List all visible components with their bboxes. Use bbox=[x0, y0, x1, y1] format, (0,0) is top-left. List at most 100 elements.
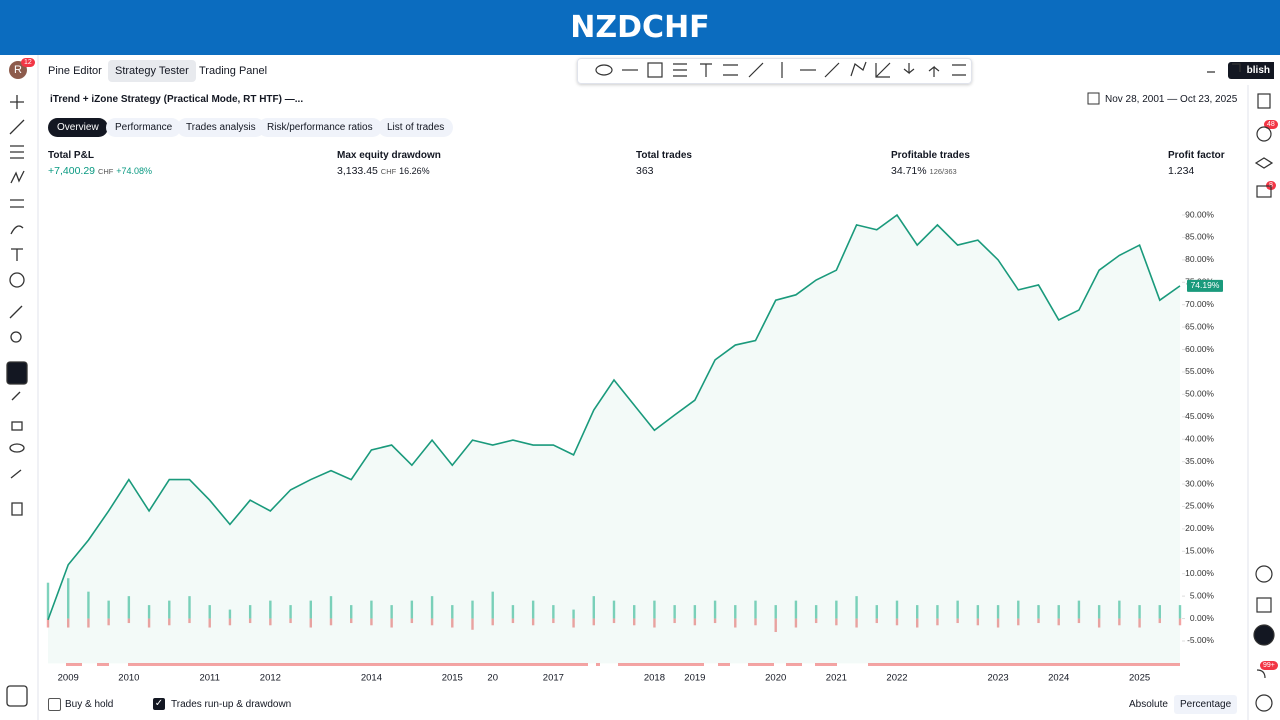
drawdown-bar bbox=[653, 618, 656, 628]
title: NZDCHF bbox=[570, 10, 710, 45]
drawdown-bar bbox=[329, 618, 333, 626]
toggle-active[interactable]: Percentage bbox=[1174, 695, 1238, 714]
x-tick-label: 2019 bbox=[684, 673, 705, 684]
run-up-bar bbox=[491, 591, 494, 619]
checkbox-label[interactable]: Buy & hold bbox=[65, 699, 114, 710]
run-up-bar bbox=[107, 600, 110, 619]
run-up-bar bbox=[734, 605, 737, 619]
strategy-name[interactable]: iTrend + iZone Strategy (Practical Mode,… bbox=[50, 94, 304, 105]
metric-value: 34.71% 126/363 bbox=[891, 165, 957, 177]
run-up-bar bbox=[350, 605, 353, 619]
run-up-bar bbox=[916, 605, 919, 619]
y-tick-label: 85.00% bbox=[1185, 232, 1214, 242]
sub-tab[interactable]: List of trades bbox=[378, 118, 454, 137]
y-tick-label: 25.00% bbox=[1185, 501, 1214, 511]
drawdown-bar bbox=[693, 618, 697, 626]
x-tick-label: 2017 bbox=[543, 673, 564, 684]
sub-tab[interactable]: Risk/performance ratios bbox=[258, 118, 382, 137]
x-tick-label: 20 bbox=[487, 673, 498, 684]
run-up-bar bbox=[531, 600, 535, 619]
run-up-bar bbox=[208, 605, 211, 619]
metric-label: Profitable trades bbox=[891, 150, 970, 161]
y-tick-label: 45.00% bbox=[1185, 411, 1214, 421]
checkbox-checked[interactable]: ✓ bbox=[153, 698, 165, 710]
equity-line bbox=[47, 213, 1181, 621]
run-up-bar bbox=[895, 600, 899, 619]
checkbox-label[interactable]: Trades run-up & drawdown bbox=[171, 699, 292, 710]
drawdown-bar bbox=[208, 618, 211, 628]
y-tick-label: 40.00% bbox=[1185, 433, 1214, 443]
run-up-bar bbox=[1158, 605, 1161, 619]
run-up-bar bbox=[794, 600, 798, 619]
trade-strip bbox=[66, 663, 1180, 666]
y-tick-label: 90.00% bbox=[1185, 209, 1214, 219]
run-up-bar bbox=[592, 596, 595, 619]
run-up-bar bbox=[1118, 600, 1121, 619]
drawdown-bar bbox=[127, 618, 131, 624]
drawdown-bar bbox=[1037, 618, 1040, 624]
y-tick-label: 35.00% bbox=[1185, 456, 1214, 466]
run-up-bar bbox=[814, 605, 818, 619]
drawdown-bar bbox=[370, 618, 373, 626]
drawdown-bar bbox=[996, 618, 1000, 628]
drawdown-bar bbox=[228, 618, 232, 626]
metric-label: Total trades bbox=[636, 150, 692, 161]
run-up-bar bbox=[673, 605, 676, 619]
drawdown-bar bbox=[410, 618, 414, 624]
drawdown-bar bbox=[390, 618, 393, 628]
drawdown-bar bbox=[188, 618, 191, 624]
tab[interactable]: Trading Panel bbox=[199, 65, 268, 77]
drawdown-bar bbox=[1017, 618, 1020, 626]
drawdown-bar bbox=[572, 618, 575, 628]
drawdown-bar bbox=[67, 618, 70, 628]
drawdown-bar bbox=[1057, 618, 1060, 626]
drawdown-bar bbox=[633, 618, 636, 626]
run-up-bar bbox=[1178, 605, 1182, 619]
run-up-bar bbox=[754, 600, 757, 619]
y-tick-label: 0.00% bbox=[1190, 613, 1215, 623]
current-value-tag bbox=[1187, 279, 1223, 292]
drawdown-bar bbox=[1118, 618, 1121, 626]
toggle[interactable]: Absolute bbox=[1129, 699, 1168, 710]
run-up-bar bbox=[835, 600, 838, 619]
equity-area bbox=[48, 215, 1180, 664]
run-up-bar bbox=[46, 582, 50, 619]
run-up-bar bbox=[1138, 605, 1141, 619]
date-range[interactable]: Nov 28, 2001 — Oct 23, 2025 bbox=[1105, 94, 1238, 105]
run-up-bar bbox=[572, 609, 575, 619]
checkbox[interactable] bbox=[48, 698, 61, 711]
drawdown-bar bbox=[976, 618, 980, 626]
unit: CHF bbox=[97, 167, 114, 176]
drawing-toolbar bbox=[577, 58, 972, 84]
tab[interactable]: Strategy Tester bbox=[108, 60, 196, 82]
drawdown-bar bbox=[936, 618, 939, 626]
drawdown-bar bbox=[734, 618, 737, 628]
run-up-bar bbox=[410, 600, 414, 619]
sub-tab[interactable]: Trades analysis bbox=[177, 118, 265, 137]
drawdown-bar bbox=[612, 618, 616, 624]
run-up-bar bbox=[713, 600, 717, 619]
tab[interactable]: Pine Editor bbox=[48, 65, 102, 77]
value: 3,133.45 bbox=[337, 165, 378, 177]
run-up-bar bbox=[127, 596, 131, 619]
value: 34.71% bbox=[891, 165, 927, 177]
drawdown-bar bbox=[309, 618, 312, 628]
x-tick-label: 2011 bbox=[199, 673, 219, 684]
sub-tab[interactable]: Performance bbox=[106, 118, 182, 137]
drawdown-bar bbox=[491, 618, 494, 626]
x-tick-label: 2020 bbox=[765, 673, 786, 684]
sub-tab[interactable]: Overview bbox=[48, 118, 108, 137]
run-up-bar bbox=[67, 578, 70, 619]
x-tick-label: 2012 bbox=[260, 673, 281, 684]
drawdown-bar bbox=[1097, 618, 1101, 628]
percent: 16.26% bbox=[399, 166, 430, 176]
run-up-bar bbox=[1077, 600, 1081, 619]
drawdown-bar bbox=[916, 618, 919, 628]
x-tick-label: 2015 bbox=[442, 673, 463, 684]
run-up-bar bbox=[471, 600, 474, 619]
run-up-bar bbox=[511, 605, 515, 619]
run-up-bar bbox=[855, 596, 858, 619]
run-up-bar bbox=[552, 605, 555, 619]
y-tick-label: 70.00% bbox=[1185, 299, 1214, 309]
